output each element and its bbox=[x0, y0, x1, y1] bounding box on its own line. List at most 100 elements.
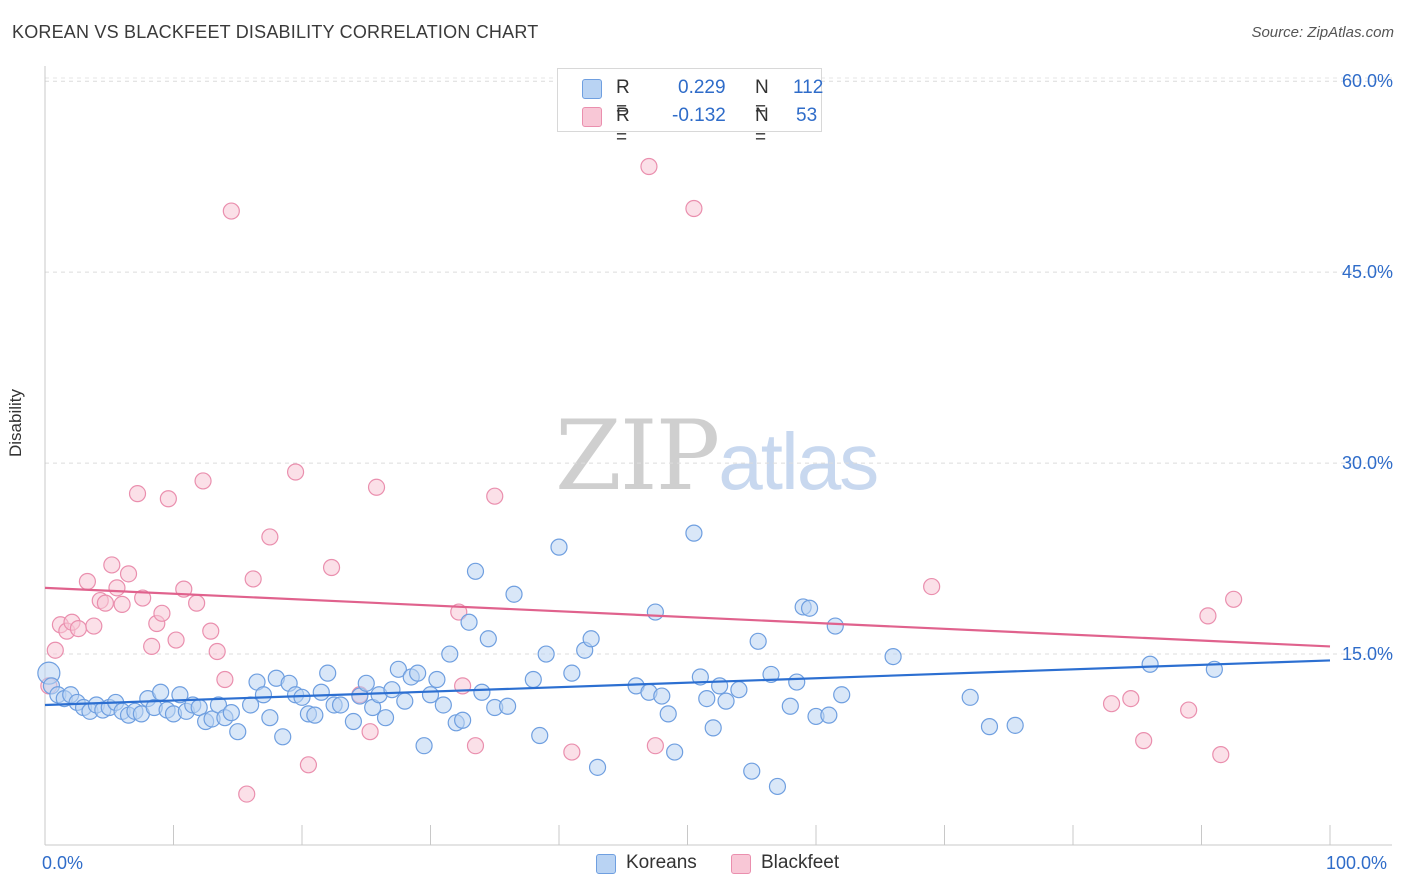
point-koreans-82 bbox=[653, 687, 671, 705]
point-blackfeet-10 bbox=[103, 556, 121, 574]
y-axis-label: Disability bbox=[6, 388, 25, 457]
point-koreans-106 bbox=[980, 718, 999, 736]
trend-line-blackfeet bbox=[44, 586, 1331, 648]
point-blackfeet-11 bbox=[108, 579, 126, 597]
bottom-legend-label-blackfeet: Blackfeet bbox=[761, 852, 840, 873]
point-blackfeet-24 bbox=[202, 622, 220, 640]
point-koreans-56 bbox=[409, 664, 427, 682]
point-blackfeet-25 bbox=[208, 642, 226, 661]
point-blackfeet-12 bbox=[113, 595, 131, 614]
point-koreans-18 bbox=[152, 683, 170, 701]
point-koreans-52 bbox=[383, 681, 401, 699]
point-koreans-57 bbox=[415, 737, 433, 755]
point-blackfeet-18 bbox=[153, 604, 171, 622]
point-blackfeet-7 bbox=[85, 617, 103, 635]
point-koreans-69 bbox=[499, 697, 517, 715]
point-blackfeet-37 bbox=[450, 603, 468, 621]
point-koreans-53 bbox=[389, 660, 407, 678]
bottom-legend-swatch-blackfeet bbox=[731, 854, 751, 874]
point-blackfeet-6 bbox=[78, 572, 97, 591]
point-koreans-60 bbox=[434, 696, 452, 714]
point-blackfeet-44 bbox=[685, 199, 703, 218]
point-koreans-81 bbox=[646, 603, 664, 621]
point-blackfeet-13 bbox=[119, 565, 138, 583]
point-koreans-84 bbox=[666, 743, 684, 761]
point-koreans-97 bbox=[788, 673, 806, 691]
y-tick-label-2: 45.0% bbox=[1342, 262, 1393, 282]
point-blackfeet-5 bbox=[69, 619, 88, 638]
watermark: ZIPatlas bbox=[555, 400, 879, 512]
point-blackfeet-50 bbox=[1199, 607, 1217, 625]
stats-legend: R = 0.229 N = 112 R = -0.132 N = 53 bbox=[557, 68, 824, 148]
point-koreans-102 bbox=[826, 617, 844, 635]
point-koreans-41 bbox=[306, 706, 324, 724]
y-tick-labels: 15.0% 30.0% 45.0% 60.0% bbox=[1342, 71, 1393, 664]
point-koreans-73 bbox=[537, 645, 555, 663]
legend-r-value: 0.229 bbox=[678, 77, 726, 98]
y-tick-label-3: 60.0% bbox=[1342, 71, 1393, 91]
point-blackfeet-41 bbox=[563, 743, 581, 761]
point-koreans-74 bbox=[550, 538, 568, 556]
legend-r-label: R = bbox=[616, 77, 630, 120]
series-koreans-points bbox=[37, 524, 1223, 796]
x-tick-label-min: 0.0% bbox=[42, 853, 84, 873]
point-blackfeet-40 bbox=[486, 487, 504, 505]
point-blackfeet-26 bbox=[216, 670, 234, 689]
y-tick-label-0: 15.0% bbox=[1342, 644, 1393, 664]
legend-n-label: N = bbox=[755, 105, 769, 148]
point-blackfeet-48 bbox=[1135, 732, 1153, 750]
point-koreans-42 bbox=[312, 683, 330, 701]
point-koreans-65 bbox=[466, 562, 485, 580]
point-koreans-85 bbox=[685, 524, 703, 542]
point-koreans-96 bbox=[781, 697, 799, 715]
chart-title: KOREAN VS BLACKFEET DISABILITY CORRELATI… bbox=[12, 22, 539, 42]
point-koreans-94 bbox=[768, 777, 787, 796]
point-blackfeet-49 bbox=[1180, 701, 1198, 719]
bottom-legend-label-koreans: Koreans bbox=[626, 852, 697, 873]
point-koreans-67 bbox=[479, 630, 497, 648]
point-koreans-71 bbox=[524, 670, 542, 689]
legend-n-value: 53 bbox=[796, 105, 818, 126]
point-koreans-29 bbox=[222, 704, 240, 722]
axes bbox=[44, 66, 1392, 846]
point-koreans-30 bbox=[229, 723, 247, 741]
legend-n-label: N = bbox=[755, 77, 769, 120]
point-koreans-105 bbox=[961, 688, 979, 706]
point-koreans-54 bbox=[396, 692, 414, 710]
point-blackfeet-20 bbox=[167, 631, 185, 649]
point-koreans-63 bbox=[454, 711, 472, 729]
point-koreans-86 bbox=[691, 668, 709, 686]
point-koreans-70 bbox=[505, 585, 523, 603]
point-blackfeet-47 bbox=[1122, 690, 1140, 708]
point-blackfeet-29 bbox=[244, 570, 262, 588]
point-blackfeet-43 bbox=[646, 737, 664, 755]
point-blackfeet-9 bbox=[96, 594, 114, 612]
watermark-atlas: atlas bbox=[718, 417, 879, 506]
point-koreans-78 bbox=[588, 758, 607, 776]
watermark-zip: ZIP bbox=[555, 400, 720, 512]
point-blackfeet-15 bbox=[134, 589, 152, 607]
point-blackfeet-46 bbox=[1102, 695, 1121, 713]
point-blackfeet-28 bbox=[238, 785, 256, 803]
point-blackfeet-42 bbox=[640, 157, 658, 176]
point-koreans-21 bbox=[171, 686, 189, 704]
point-koreans-101 bbox=[820, 706, 838, 724]
x-tick-label-max: 100.0% bbox=[1326, 853, 1388, 873]
point-blackfeet-23 bbox=[194, 472, 212, 490]
point-blackfeet-22 bbox=[188, 594, 206, 612]
point-koreans-77 bbox=[582, 630, 600, 648]
point-koreans-103 bbox=[833, 686, 851, 704]
point-blackfeet-27 bbox=[222, 202, 240, 220]
point-koreans-89 bbox=[711, 677, 729, 695]
point-blackfeet-14 bbox=[128, 485, 147, 503]
legend-n-value: 112 bbox=[793, 77, 824, 98]
point-koreans-90 bbox=[717, 692, 735, 710]
point-blackfeet-36 bbox=[367, 478, 386, 496]
point-koreans-43 bbox=[319, 664, 337, 682]
point-koreans-51 bbox=[376, 709, 395, 727]
point-koreans-95 bbox=[762, 665, 780, 684]
point-koreans-88 bbox=[704, 719, 722, 737]
point-blackfeet-52 bbox=[1225, 590, 1243, 608]
point-blackfeet-45 bbox=[923, 577, 941, 596]
